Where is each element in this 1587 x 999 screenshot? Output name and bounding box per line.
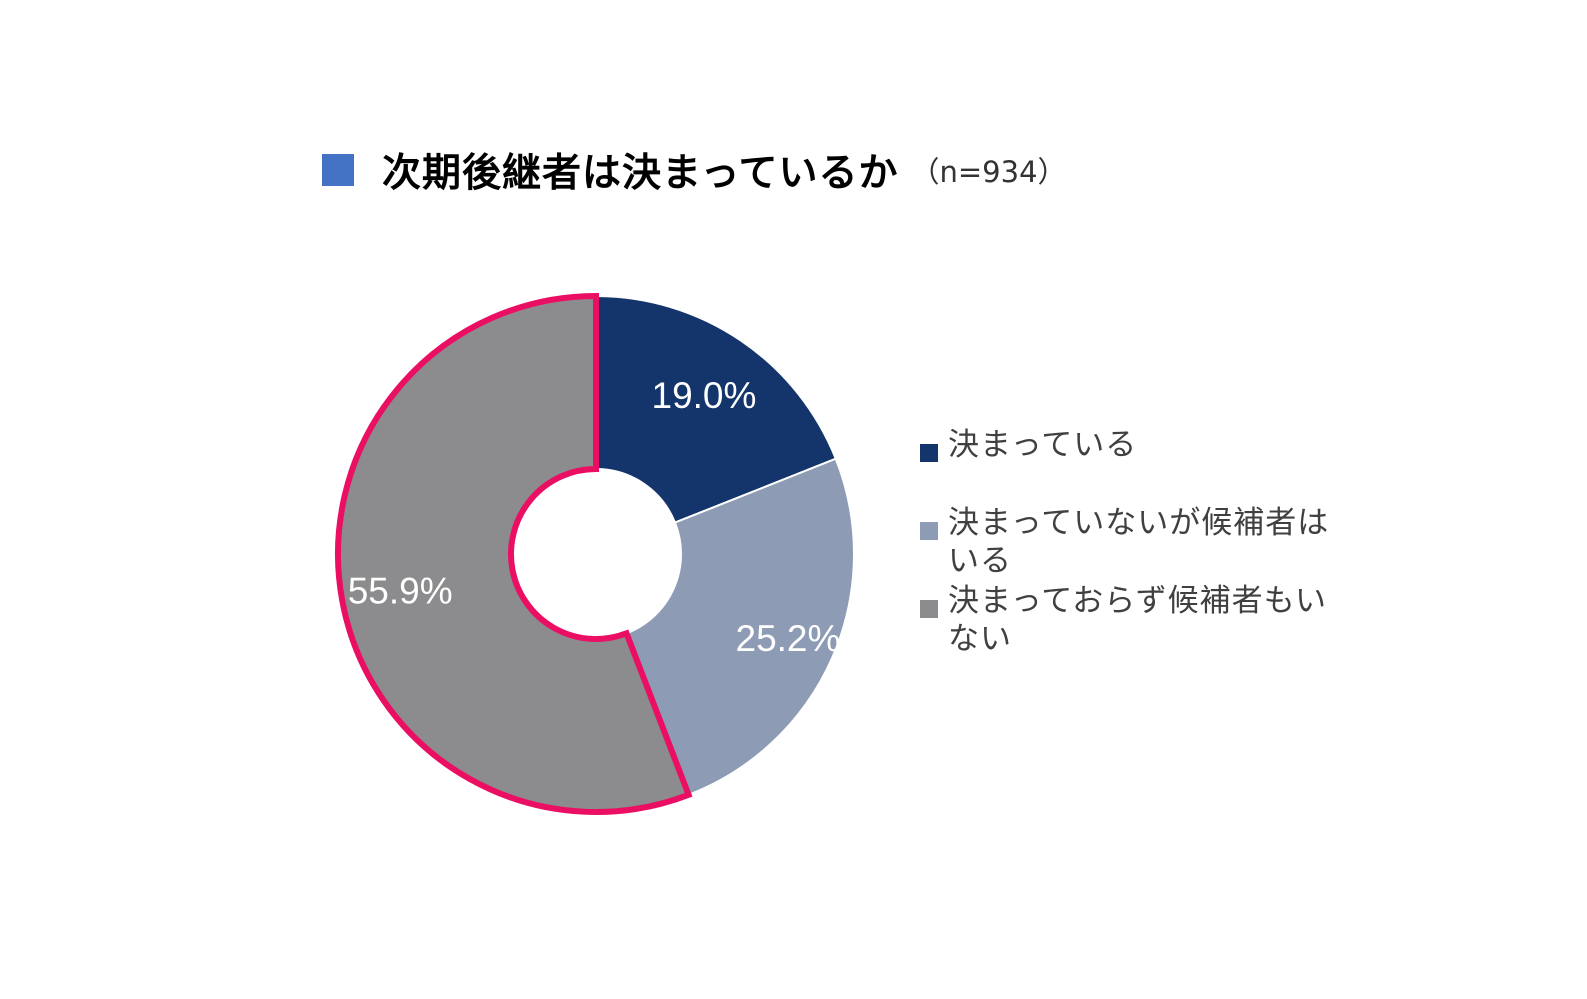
slice-candidate [625, 457, 855, 797]
data-label-decided: 19.0% [652, 375, 757, 416]
legend-label-decided: 決まっている [948, 427, 1138, 463]
data-label-candidate: 25.2% [736, 618, 841, 659]
legend-label-candidate: 決まっていないが候補者はいる [948, 505, 1330, 579]
legend-item-decided: 決まっている [920, 420, 1338, 464]
legend-swatch-none [920, 600, 938, 618]
legend-swatch-decided [920, 444, 938, 462]
slice-none [335, 292, 693, 815]
chart-subtitle: （n=934） [910, 155, 1067, 189]
legend-label-none: 決まっておらず候補者もいない [948, 583, 1328, 657]
title-marker-square [322, 154, 354, 186]
legend-swatch-candidate [920, 522, 938, 540]
slice-decided [595, 294, 838, 524]
legend-item-none: 決まっておらず候補者もいない [920, 576, 1338, 658]
legend-item-candidate: 決まっていないが候補者はいる [920, 498, 1338, 580]
chart-title: 次期後継者は決まっているか [382, 151, 899, 196]
chart-title-row: 次期後継者は決まっているか （n=934） [322, 140, 1067, 200]
data-label-none: 55.9% [348, 570, 453, 611]
